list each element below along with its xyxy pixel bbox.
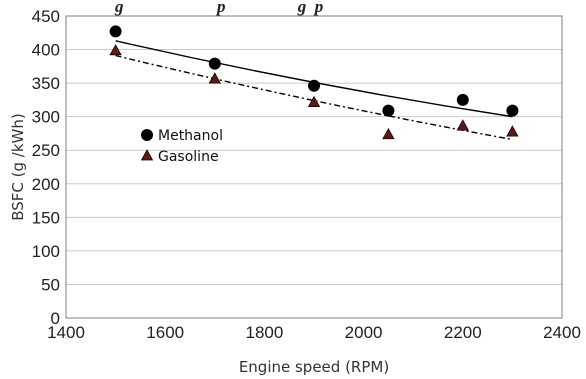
gasoline-point-2200 [456,119,469,131]
legend: Methanol Gasoline [140,128,223,165]
legend-label-gasoline: Gasoline [158,149,219,165]
y-tick-150: 150 [32,208,60,227]
x-tick-2400: 2400 [543,323,581,342]
x-tick-1400: 1400 [47,323,85,342]
methanol-point-1700 [208,57,221,70]
y-tick-400: 400 [32,41,60,60]
legend-marker-methanol [141,129,153,141]
gasoline-point-2050 [382,127,395,140]
x-tick-labels: 1400 1600 1800 2000 2200 2400 [47,323,581,342]
x-tick-1600: 1600 [146,323,184,342]
y-tick-200: 200 [32,175,60,194]
x-axis-label: Engine speed (RPM) [239,358,389,376]
data-markers [109,25,519,140]
legend-label-methanol: Methanol [158,128,223,144]
x-tick-2000: 2000 [345,323,383,342]
y-tick-450: 450 [32,7,60,26]
methanol-point-2050 [382,104,395,117]
y-tick-0: 0 [51,309,60,328]
y-tick-100: 100 [32,242,60,261]
methanol-point-2200 [456,93,469,106]
y-tick-50: 50 [41,275,60,294]
gasoline-point-1500 [109,44,122,56]
x-tick-2200: 2200 [444,323,482,342]
methanol-point-2300 [506,104,519,117]
y-tick-250: 250 [32,141,60,160]
gasoline-point-2300 [506,125,519,137]
caption-fragment: g p g p [114,0,323,16]
y-tick-300: 300 [32,108,60,127]
gridlines [66,49,562,285]
x-tick-1800: 1800 [245,323,283,342]
methanol-point-1900 [308,79,320,92]
gasoline-point-1700 [208,72,221,84]
legend-marker-gasoline [140,149,154,161]
y-axis-label: BSFC (g /kWh) [9,113,27,221]
y-tick-350: 350 [32,74,60,93]
methanol-point-1500 [109,25,122,38]
gasoline-point-1900 [307,95,321,107]
plot-area [65,15,563,319]
y-tick-labels: 0 50 100 150 200 250 300 350 400 450 [32,7,60,328]
